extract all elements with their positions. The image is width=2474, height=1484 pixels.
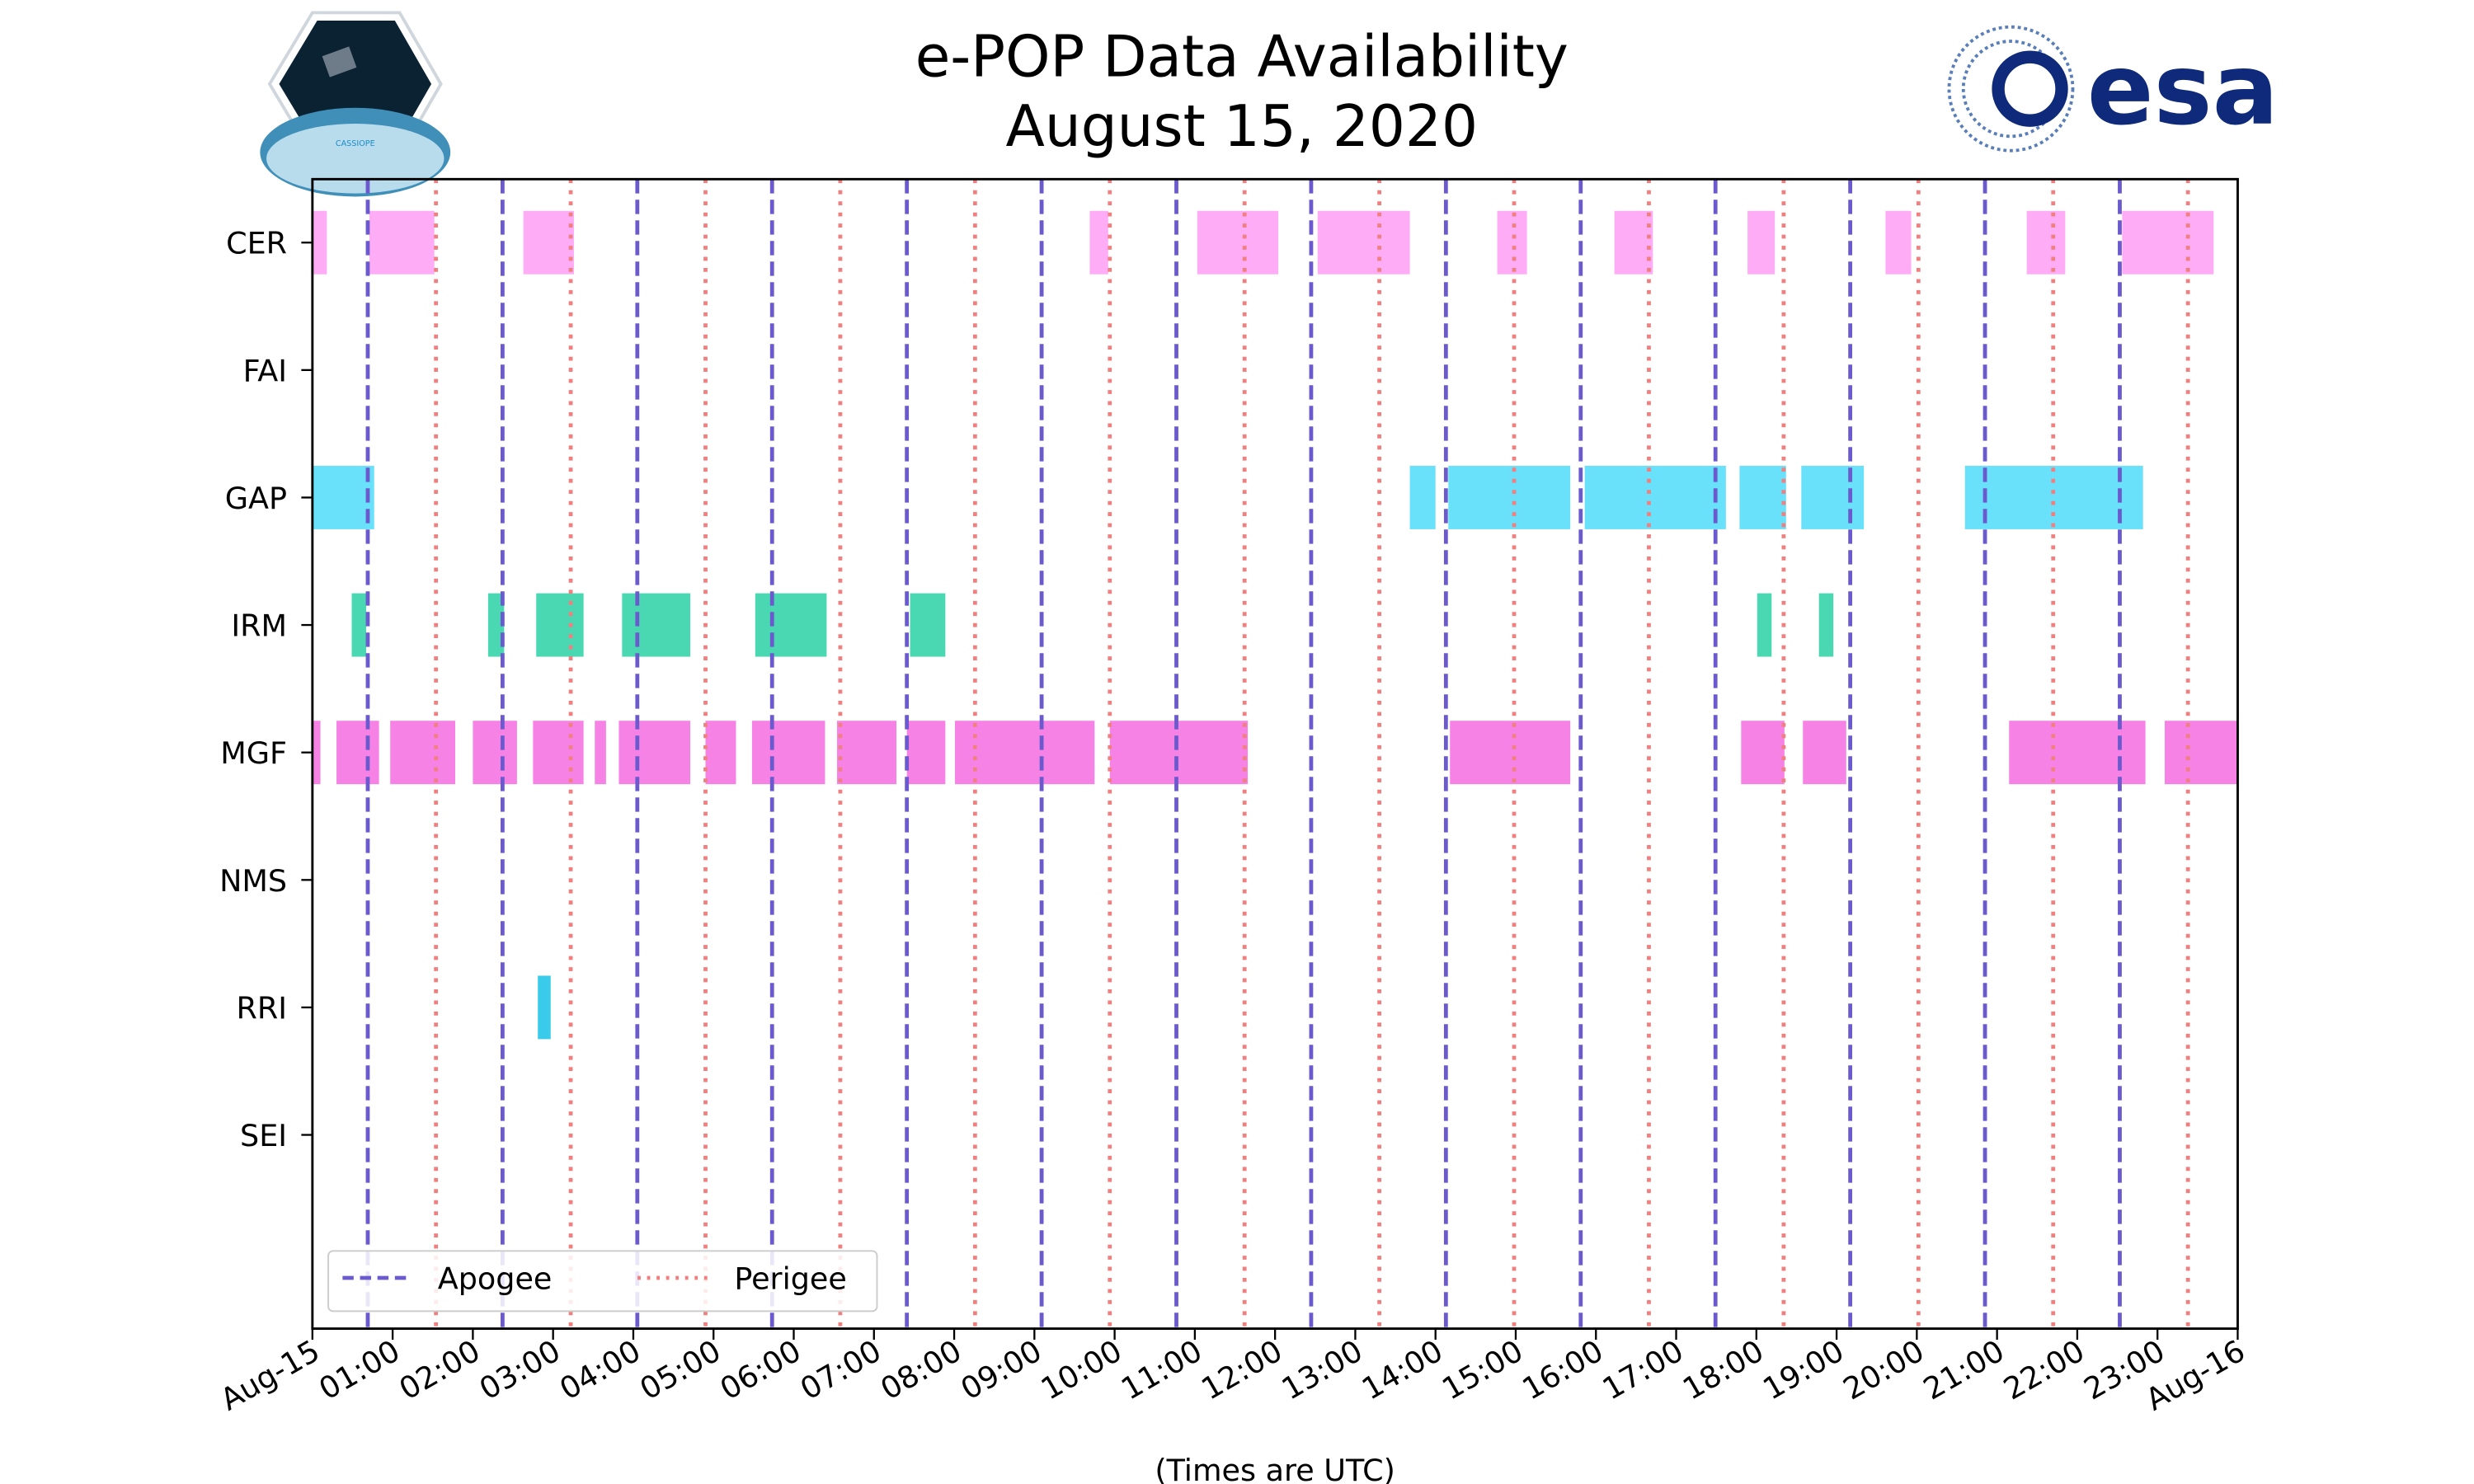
x-tick-label: Aug-15 <box>214 1333 326 1418</box>
bar-mgf <box>2009 721 2146 785</box>
x-tick-label: 07:00 <box>794 1333 887 1407</box>
bar-irm <box>536 593 584 657</box>
bar-gap <box>1448 466 1571 529</box>
esa-logo-text: esa <box>2087 33 2279 148</box>
x-tick-label: 12:00 <box>1196 1333 1289 1407</box>
bar-mgf <box>2164 721 2238 785</box>
bar-cer <box>1614 210 1653 275</box>
x-tick-label: 08:00 <box>874 1333 967 1407</box>
bar-cer <box>2026 210 2066 275</box>
bar-mgf <box>336 721 379 785</box>
bar-cer <box>1885 210 1912 275</box>
bar-cer <box>369 210 435 275</box>
bar-irm <box>622 593 691 657</box>
bar-cer <box>523 210 574 275</box>
y-tick-label-nms: NMS <box>219 863 287 899</box>
chart-title-line1: e-POP Data Availability <box>915 24 1569 90</box>
bar-cer <box>1317 210 1410 275</box>
x-tick-label: 06:00 <box>714 1333 807 1407</box>
legend-perigee-label: Perigee <box>734 1261 846 1296</box>
bar-gap <box>1964 466 2143 529</box>
x-tick-label: 14:00 <box>1356 1333 1449 1407</box>
bar-irm <box>351 593 367 657</box>
x-tick-label: 04:00 <box>553 1333 647 1407</box>
bar-mgf <box>1109 721 1249 785</box>
x-tick-label: 02:00 <box>393 1333 487 1407</box>
x-tick-label: 17:00 <box>1597 1333 1690 1407</box>
bar-mgf <box>390 721 455 785</box>
x-tick-label: 11:00 <box>1115 1333 1208 1407</box>
bar-mgf <box>473 721 517 785</box>
bar-mgf <box>1450 721 1571 785</box>
y-tick-label-rri: RRI <box>237 990 288 1026</box>
y-tick-label-irm: IRM <box>231 608 287 644</box>
bar-mgf <box>906 721 946 785</box>
bar-mgf <box>1803 721 1846 785</box>
x-tick-label: 15:00 <box>1436 1333 1529 1407</box>
bar-irm <box>910 593 946 657</box>
bar-mgf <box>751 721 825 785</box>
x-tick-label: 05:00 <box>634 1333 727 1407</box>
bar-mgf <box>1741 721 1785 785</box>
bar-mgf <box>618 721 691 785</box>
bar-cer <box>1197 210 1279 275</box>
x-tick-label: 18:00 <box>1677 1333 1770 1407</box>
bar-mgf <box>312 721 321 785</box>
x-tick-label: 01:00 <box>313 1333 407 1407</box>
x-tick-label: 13:00 <box>1276 1333 1369 1407</box>
y-tick-label-sei: SEI <box>240 1118 287 1153</box>
bar-gap <box>1801 466 1865 529</box>
bar-rri <box>538 975 551 1040</box>
x-tick-label: 10:00 <box>1035 1333 1128 1407</box>
bar-cer <box>1089 210 1108 275</box>
y-tick-label-fai: FAI <box>243 353 287 388</box>
cassiope-logo: CASSIOPE <box>260 11 451 197</box>
legend: Apogee Perigee <box>327 1250 878 1313</box>
cassiope-logo-text: CASSIOPE <box>336 139 375 148</box>
bar-mgf <box>955 721 1095 785</box>
bar-cer <box>312 210 327 275</box>
esa-logo: esa <box>1947 25 2279 153</box>
bar-irm <box>487 593 505 657</box>
x-tick-label: 21:00 <box>1917 1333 2011 1407</box>
bar-mgf <box>533 721 584 785</box>
bar-mgf <box>595 721 606 785</box>
bar-gap <box>312 466 374 529</box>
x-tick-label: 09:00 <box>955 1333 1048 1407</box>
bar-cer <box>1497 210 1527 275</box>
bar-gap <box>1739 466 1786 529</box>
bar-mgf <box>705 721 736 785</box>
x-tick-label: 20:00 <box>1837 1333 1931 1407</box>
x-tick-label: 22:00 <box>1997 1333 2091 1407</box>
bar-gap <box>1409 466 1436 529</box>
bar-cer <box>2122 210 2214 275</box>
bar-irm <box>755 593 827 657</box>
x-tick-label: 03:00 <box>473 1333 567 1407</box>
x-tick-label: 16:00 <box>1517 1333 1610 1407</box>
bar-irm <box>1757 593 1772 657</box>
bar-irm <box>1818 593 1834 657</box>
y-tick-label-gap: GAP <box>225 481 287 516</box>
y-tick-label-cer: CER <box>226 226 287 261</box>
y-tick-label-mgf: MGF <box>220 735 287 771</box>
legend-apogee-label: Apogee <box>438 1261 553 1296</box>
bar-mgf <box>837 721 897 785</box>
bar-gap <box>1584 466 1726 529</box>
x-axis-label: (Times are UTC) <box>1155 1453 1395 1484</box>
chart-title-line2: August 15, 2020 <box>1006 94 1478 160</box>
x-tick-label: 19:00 <box>1757 1333 1850 1407</box>
bar-cer <box>1747 210 1776 275</box>
